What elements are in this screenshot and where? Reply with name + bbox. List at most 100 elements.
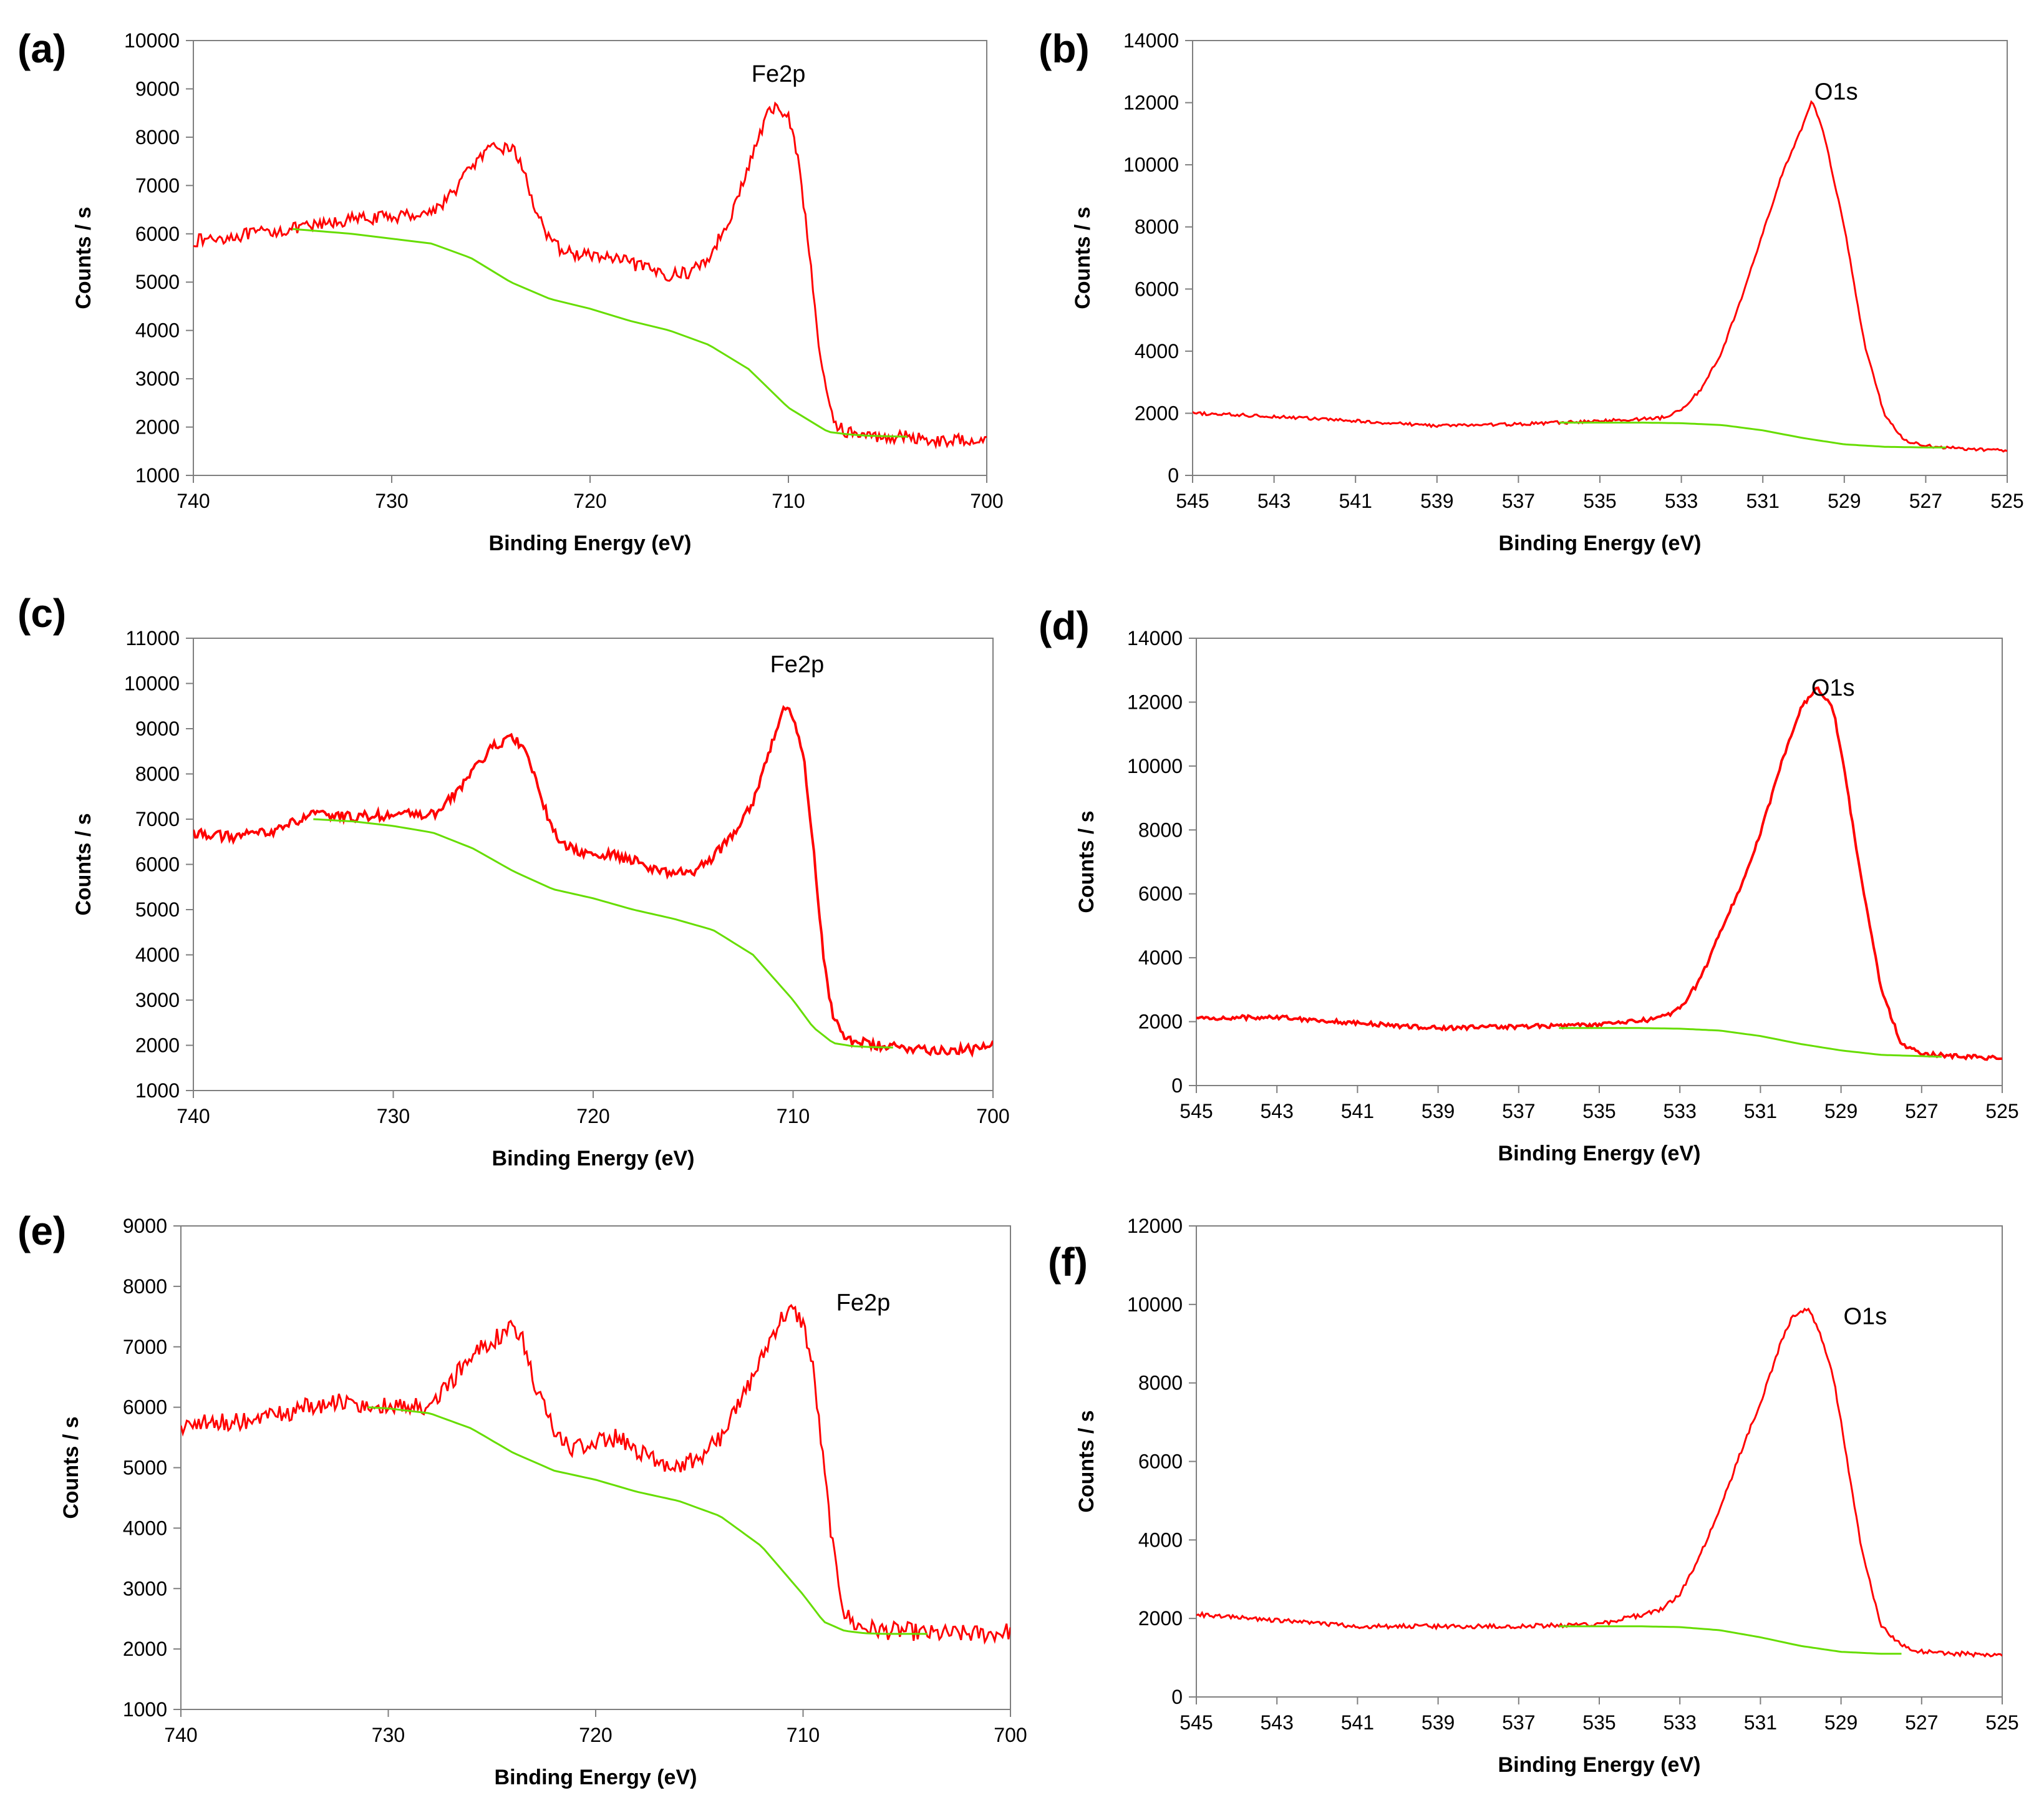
x-tick-label: 533	[1665, 490, 1698, 512]
x-tick-label: 529	[1824, 1100, 1858, 1122]
y-tick-label: 1000	[123, 1698, 167, 1721]
y-tick-label: 8000	[135, 763, 180, 785]
panel-label: (d)	[1039, 603, 1090, 648]
x-tick-label: 525	[1985, 1100, 2018, 1122]
background-line	[1559, 421, 1947, 449]
x-tick-label: 531	[1746, 490, 1780, 512]
y-tick-label: 6000	[1138, 883, 1183, 905]
y-tick-label: 8000	[1138, 819, 1183, 841]
x-tick-label: 539	[1420, 490, 1453, 512]
y-tick-label: 14000	[1123, 29, 1179, 52]
y-tick-label: 12000	[1127, 1215, 1183, 1237]
x-tick-label: 535	[1582, 1100, 1615, 1122]
x-tick-label: 730	[377, 1105, 410, 1127]
y-tick-label: 0	[1171, 1686, 1183, 1708]
x-axis-title: Binding Energy (eV)	[495, 1766, 697, 1789]
peak-label: O1s	[1811, 675, 1855, 701]
y-tick-label: 4000	[1138, 946, 1183, 969]
panel-label: (c)	[17, 591, 66, 636]
x-tick-label: 730	[372, 1724, 405, 1746]
y-tick-label: 11000	[125, 627, 180, 649]
x-tick-label: 545	[1179, 1100, 1213, 1122]
y-tick-label: 8000	[1138, 1372, 1183, 1394]
measured-spectrum-line	[1196, 686, 2002, 1061]
x-tick-label: 535	[1582, 1711, 1615, 1734]
x-tick-label: 525	[1990, 490, 2023, 512]
y-tick-label: 9000	[135, 717, 180, 740]
x-tick-label: 539	[1422, 1711, 1455, 1734]
panel-label: (a)	[17, 26, 66, 71]
x-tick-label: 700	[970, 490, 1003, 512]
x-axis-title: Binding Energy (eV)	[1498, 1753, 1701, 1777]
peak-label: Fe2p	[836, 1290, 891, 1316]
x-axis-title: Binding Energy (eV)	[489, 532, 692, 555]
x-tick-label: 545	[1176, 490, 1209, 512]
y-tick-label: 9000	[123, 1215, 167, 1237]
plot-area	[193, 638, 994, 1091]
peak-label: O1s	[1814, 79, 1858, 105]
plot-area	[1192, 40, 2008, 476]
y-tick-label: 6000	[1138, 1451, 1183, 1473]
measured-spectrum-line	[193, 101, 987, 450]
x-tick-label: 531	[1744, 1711, 1777, 1734]
y-tick-label: 6000	[135, 853, 180, 876]
y-tick-label: 2000	[1138, 1011, 1183, 1033]
panel-label: (e)	[17, 1208, 66, 1253]
x-axis-title: Binding Energy (eV)	[492, 1147, 695, 1170]
y-tick-label: 3000	[135, 989, 180, 1011]
y-tick-label: 0	[1168, 464, 1179, 487]
y-axis-title: Counts / s	[72, 813, 95, 915]
y-tick-label: 2000	[1138, 1607, 1183, 1630]
panel-e: (e) 1000 2000 3000 4000 5000 6000 7000 8000 9000 7…	[17, 1208, 1027, 1789]
y-tick-label: 10000	[1127, 755, 1183, 777]
x-tick-label: 529	[1828, 490, 1861, 512]
x-tick-label: 527	[1905, 1711, 1938, 1734]
y-tick-label: 2000	[123, 1638, 167, 1660]
x-tick-label: 543	[1261, 1711, 1294, 1734]
measured-spectrum-line	[1196, 1307, 2002, 1658]
panel-label: (f)	[1048, 1240, 1088, 1285]
plot-area	[1196, 638, 2003, 1086]
x-tick-label: 740	[177, 490, 210, 512]
y-axis-title: Counts / s	[1071, 207, 1095, 309]
background-line	[292, 228, 908, 438]
panel-f: (f) 0 2000 4000 6000 8000 10000 12000 545 543 541 5…	[1048, 1215, 2019, 1777]
y-tick-label: 12000	[1127, 691, 1183, 713]
y-tick-label: 8000	[123, 1275, 167, 1298]
y-tick-label: 4000	[1138, 1529, 1183, 1551]
x-tick-label: 531	[1744, 1100, 1777, 1122]
y-tick-label: 4000	[135, 944, 180, 966]
y-tick-label: 7000	[135, 174, 180, 197]
y-axis-title: Counts / s	[59, 1416, 83, 1519]
x-axis-title: Binding Energy (eV)	[1498, 1142, 1701, 1165]
x-tick-label: 537	[1502, 1711, 1535, 1734]
y-tick-label: 3000	[123, 1577, 167, 1600]
y-tick-label: 5000	[135, 898, 180, 921]
measured-spectrum-line	[1193, 100, 2007, 453]
panel-c: (c) 1000 2000 3000 4000 5000 6000 7000 8000 9000 1…	[17, 591, 1010, 1170]
y-tick-label: 2000	[1135, 402, 1179, 424]
x-tick-label: 541	[1339, 490, 1372, 512]
background-line	[1559, 1625, 1902, 1655]
x-tick-label: 545	[1179, 1711, 1213, 1734]
x-tick-label: 740	[177, 1105, 210, 1127]
y-tick-label: 10000	[1127, 1293, 1183, 1316]
x-tick-label: 529	[1824, 1711, 1858, 1734]
x-tick-label: 539	[1422, 1100, 1455, 1122]
background-line	[1559, 1027, 1942, 1058]
x-axis-title: Binding Energy (eV)	[1499, 532, 1702, 555]
y-tick-label: 6000	[1135, 278, 1179, 300]
y-axis-title: Counts / s	[1075, 810, 1098, 913]
panel-d: (d) 0 2000 4000 6000 8000 10000 12000 14000 545 54…	[1039, 603, 2019, 1165]
panel-a: (a) 1000 2000 3000 4000 5000 6000 7000 8000 9000 1…	[17, 26, 1004, 555]
peak-label: Fe2p	[770, 651, 825, 678]
x-tick-label: 710	[777, 1105, 810, 1127]
y-tick-label: 0	[1171, 1074, 1183, 1097]
measured-spectrum-line	[193, 704, 993, 1058]
x-tick-label: 541	[1341, 1711, 1374, 1734]
x-tick-label: 543	[1261, 1100, 1294, 1122]
y-tick-label: 1000	[135, 464, 180, 487]
x-tick-label: 537	[1502, 1100, 1535, 1122]
x-tick-label: 730	[375, 490, 408, 512]
